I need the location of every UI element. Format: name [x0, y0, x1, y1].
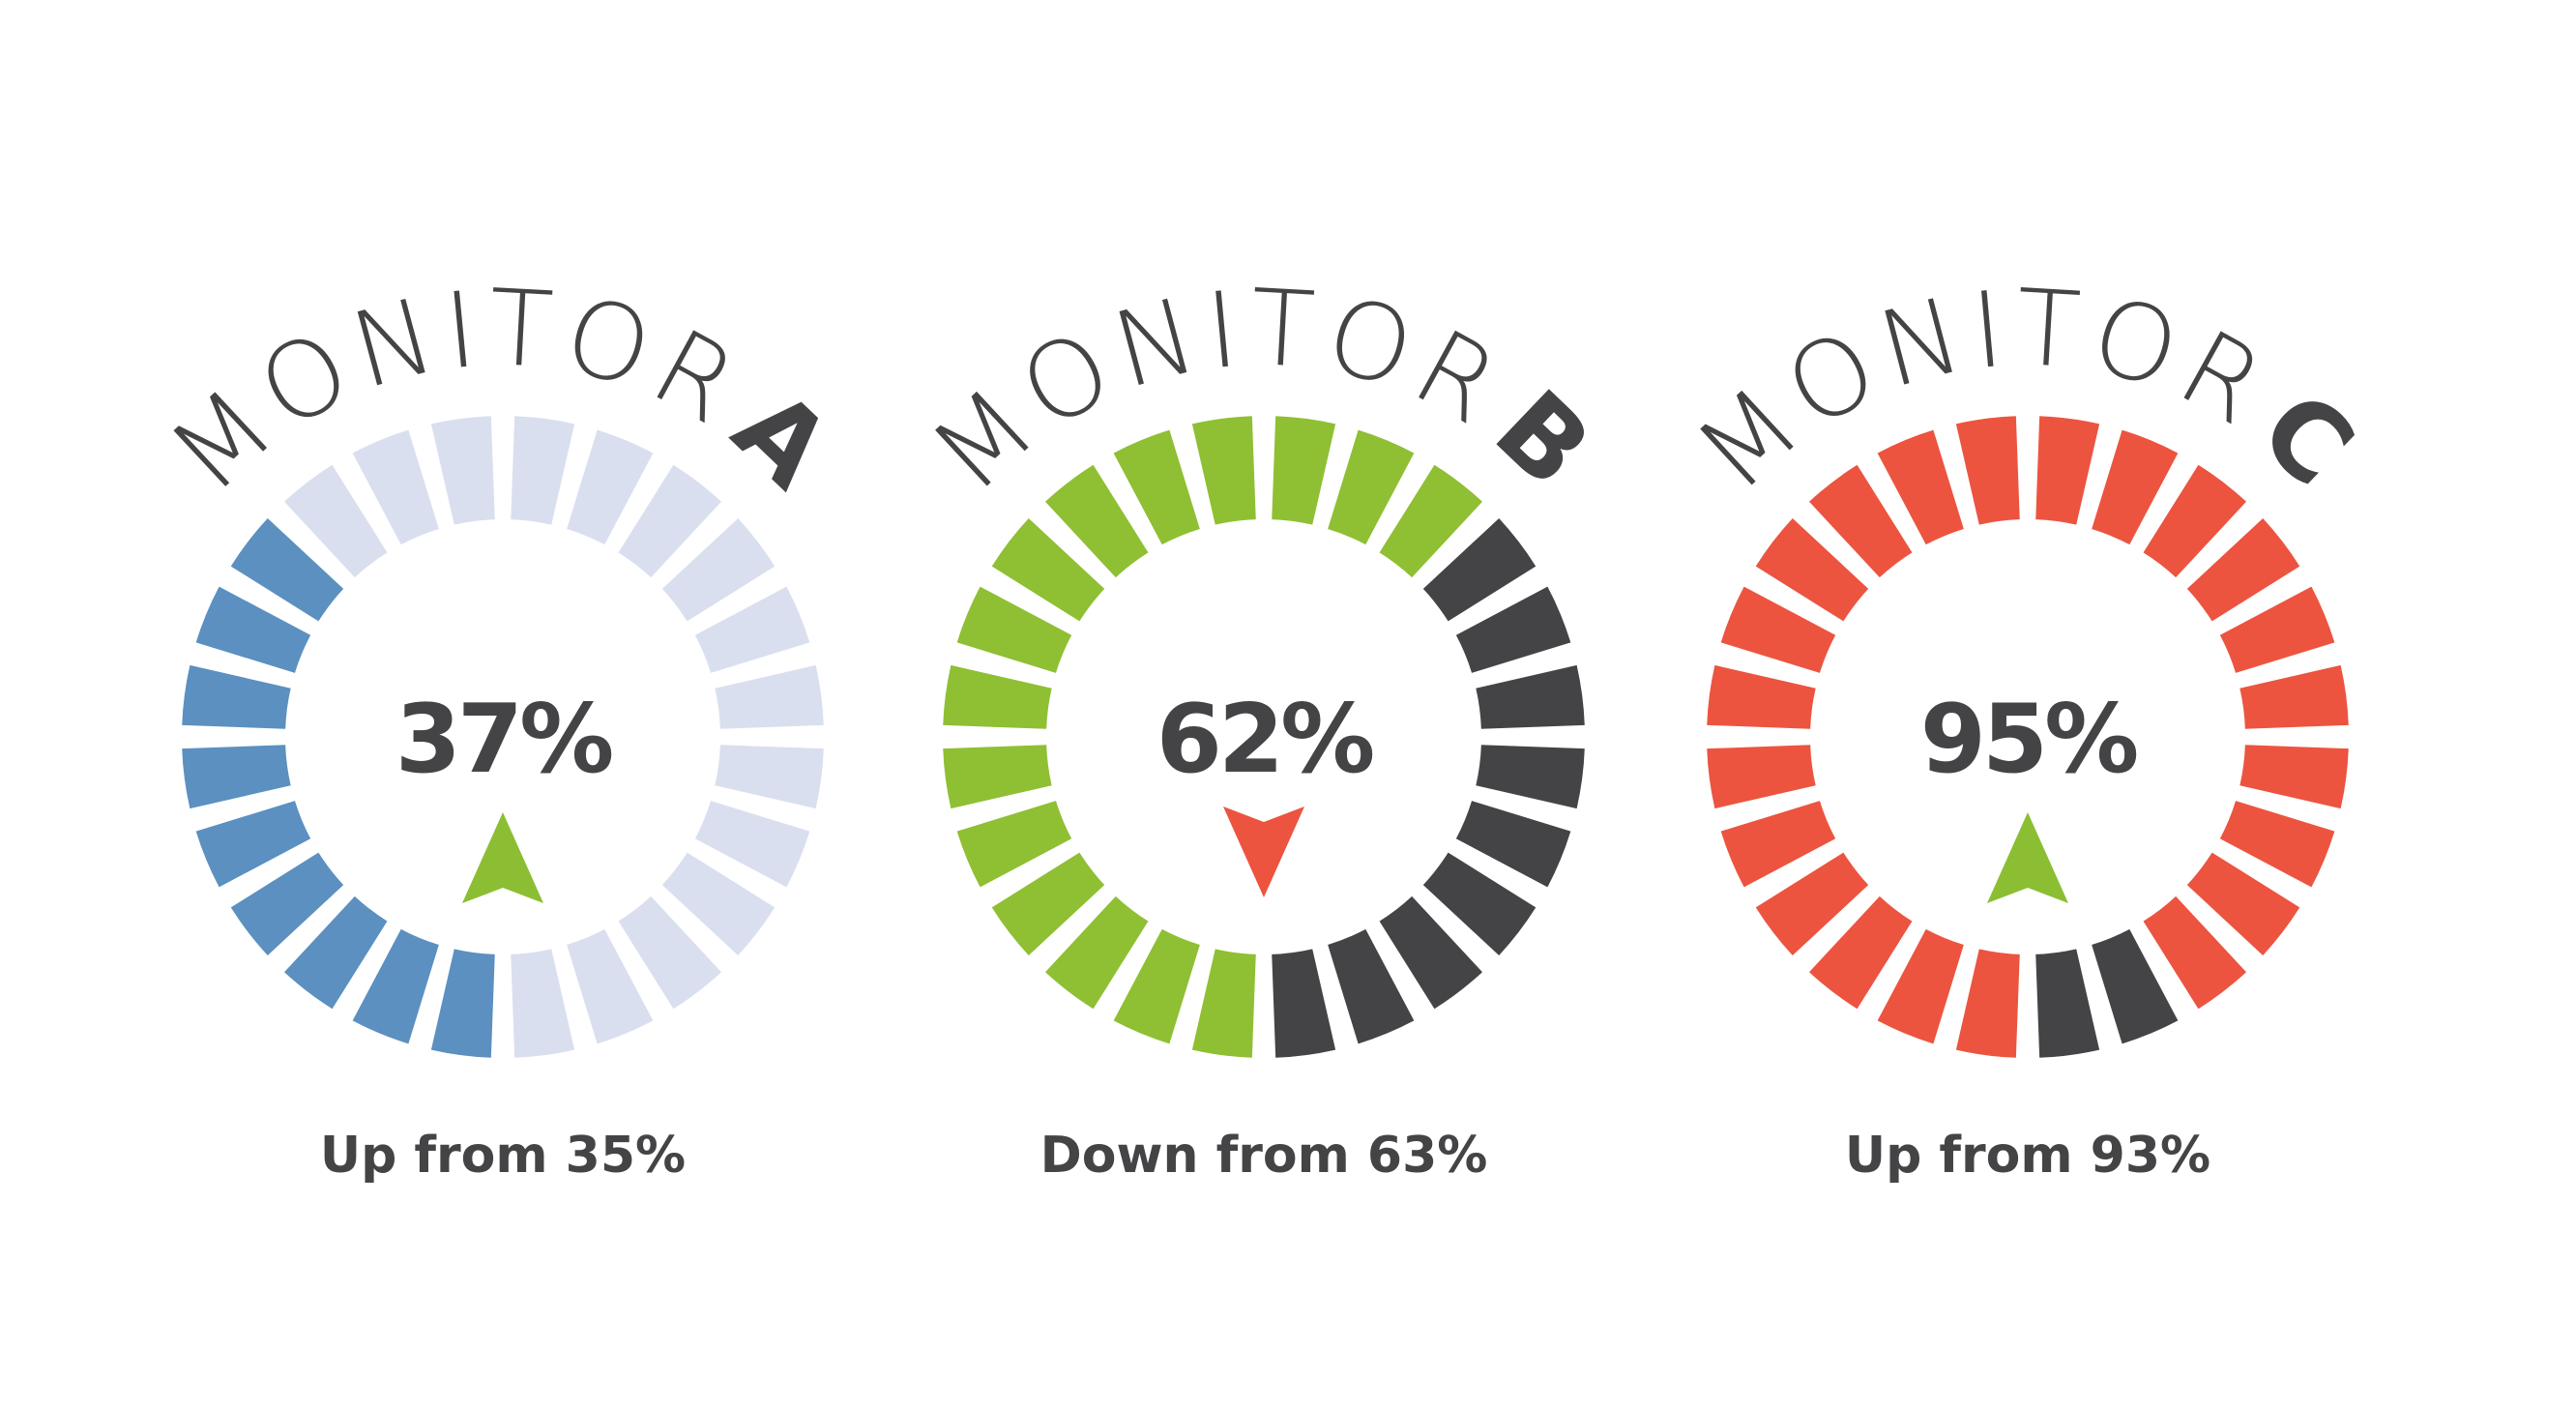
- gauge-monitor-c: MONITORC 95% Up from 93%: [1675, 268, 2382, 1185]
- gauge-segment-filled: [2092, 429, 2179, 545]
- gauge-segment-filled: [943, 664, 1052, 729]
- gauge-segment-filled: [1955, 949, 2020, 1058]
- gauge-segment-filled: [1809, 464, 1913, 578]
- gauge-value: 62%: [1156, 685, 1373, 795]
- trend-down-arrow-icon: [1223, 807, 1304, 897]
- gauge-segment-filled: [1809, 895, 1913, 1010]
- gauge-title: MONITORA: [148, 268, 858, 516]
- gauge-segment-filled: [1707, 664, 1816, 729]
- gauge-segment-filled: [2186, 518, 2300, 622]
- gauge-segment-filled: [943, 745, 1052, 809]
- gauge-segment-filled: [1191, 949, 1256, 1058]
- gauge-segment-empty: [2092, 928, 2179, 1044]
- gauge-segment-empty: [694, 586, 810, 673]
- gauge-segment-filled: [230, 518, 344, 622]
- gauge-segment-empty: [661, 852, 776, 955]
- gauge-monitor-a: MONITORA 37% Up from 35%: [148, 268, 858, 1185]
- gauge-segment-filled: [2239, 664, 2349, 729]
- gauge-subtitle: Down from 63%: [1040, 1127, 1488, 1185]
- gauge-segment-filled: [1720, 801, 1836, 888]
- gauge-segment-filled: [1877, 429, 1964, 545]
- gauge-value: 37%: [395, 685, 612, 795]
- gauge-segment-empty: [1455, 586, 1571, 673]
- gauge-segment-empty: [430, 416, 495, 525]
- gauge-segment-filled: [195, 801, 311, 888]
- gauge-segment-empty: [715, 664, 824, 729]
- gauge-segment-filled: [1272, 416, 1336, 525]
- gauge-segment-filled: [1191, 416, 1256, 525]
- gauge-segment-filled: [1113, 928, 1200, 1044]
- gauge-segment-filled: [2219, 801, 2335, 888]
- gauge-segment-filled: [430, 949, 495, 1058]
- gauge-segment-empty: [618, 464, 721, 578]
- gauge-segment-filled: [1755, 852, 1869, 955]
- gauge-segment-filled: [991, 518, 1105, 622]
- gauge-segment-filled: [956, 801, 1072, 888]
- gauge-segment-empty: [661, 518, 776, 622]
- gauge-segment-filled: [1707, 745, 1816, 809]
- gauge-segment-filled: [1328, 429, 1415, 545]
- gauge-segment-filled: [195, 586, 311, 673]
- gauge-segment-filled: [2035, 416, 2100, 525]
- gauge-segment-empty: [1379, 895, 1482, 1010]
- gauge-monitor-b: MONITORB 62% Down from 63%: [910, 268, 1619, 1185]
- gauge-segment-filled: [2143, 895, 2246, 1010]
- trend-up-arrow-icon: [1987, 812, 2068, 903]
- gauge-segment-filled: [1045, 464, 1149, 578]
- gauge-segment-empty: [2035, 949, 2100, 1058]
- gauge-segment-filled: [2239, 745, 2349, 809]
- gauge-title: MONITORB: [910, 268, 1619, 516]
- gauge-segment-empty: [511, 416, 575, 525]
- gauge-segment-filled: [956, 586, 1072, 673]
- gauge-segment-filled: [2186, 852, 2300, 955]
- gauge-segment-filled: [1720, 586, 1836, 673]
- gauge-segment-filled: [1045, 895, 1149, 1010]
- gauge-segment-filled: [1955, 416, 2020, 525]
- gauge-segment-empty: [618, 895, 721, 1010]
- gauge-segment-filled: [991, 852, 1105, 955]
- gauge-subtitle: Up from 35%: [320, 1127, 686, 1185]
- gauge-segment-filled: [230, 852, 344, 955]
- trend-up-arrow-icon: [462, 812, 543, 903]
- gauge-segment-filled: [284, 895, 388, 1010]
- gauge-segment-filled: [1379, 464, 1482, 578]
- gauge-segment-filled: [2143, 464, 2246, 578]
- gauge-segment-empty: [715, 745, 824, 809]
- gauge-subtitle: Up from 93%: [1845, 1127, 2210, 1185]
- gauge-segment-filled: [1113, 429, 1200, 545]
- gauge-segment-empty: [1476, 664, 1585, 729]
- gauge-segment-filled: [352, 928, 439, 1044]
- gauge-segment-empty: [567, 928, 654, 1044]
- gauge-title: MONITORC: [1675, 268, 2382, 515]
- gauge-segment-empty: [511, 949, 575, 1058]
- gauge-segment-empty: [1422, 852, 1537, 955]
- gauge-segment-empty: [1455, 801, 1571, 888]
- gauge-segment-filled: [182, 745, 291, 809]
- gauge-segment-empty: [1476, 745, 1585, 809]
- gauge-segment-empty: [284, 464, 388, 578]
- gauge-segment-empty: [1422, 518, 1537, 622]
- gauge-segment-empty: [1272, 949, 1336, 1058]
- gauge-segment-filled: [2219, 586, 2335, 673]
- gauge-segment-filled: [1755, 518, 1869, 622]
- gauge-segment-empty: [567, 429, 654, 545]
- gauge-segment-filled: [1877, 928, 1964, 1044]
- gauge-segment-filled: [182, 664, 291, 729]
- gauge-segment-empty: [694, 801, 810, 888]
- gauge-segment-empty: [352, 429, 439, 545]
- gauge-value: 95%: [1920, 685, 2137, 795]
- gauge-segment-empty: [1328, 928, 1415, 1044]
